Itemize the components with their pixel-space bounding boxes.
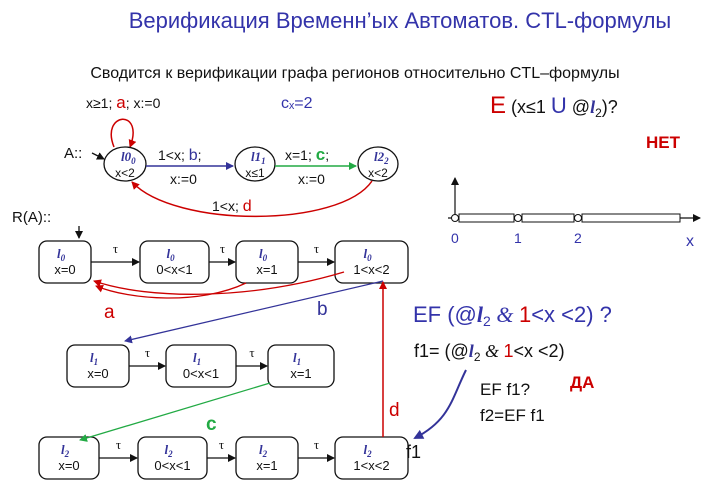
region-node-location: l2: [259, 442, 268, 459]
region-edge-a-1: [93, 271, 345, 295]
region-node: [334, 240, 409, 284]
region-edge-d-label: d: [389, 400, 400, 421]
query1-answer: НЕТ: [646, 133, 681, 152]
edge-c-reset: x:=0: [298, 171, 325, 187]
location-l1: [234, 146, 276, 182]
location-l0: [103, 146, 147, 182]
axis-point-2: [574, 214, 582, 222]
axis-point-0: [451, 214, 459, 222]
axis-tick-2: 2: [574, 230, 582, 246]
f1-definition: f1= (@l2 & 1<x <2): [414, 341, 565, 364]
axis-region-0-1: [458, 213, 515, 223]
region-node-location: l0: [57, 246, 66, 263]
region-node-constraint: 0<x<1: [183, 366, 219, 381]
loop-label: x≥1; a; x:=0: [86, 93, 161, 112]
region-node: [267, 344, 335, 388]
region-node-location: l2: [61, 442, 70, 459]
axis-point-1: [514, 214, 522, 222]
axis-x-label: x: [686, 233, 694, 250]
region-node-location: l1: [293, 350, 301, 367]
tau-label: τ: [113, 241, 118, 256]
region-node-location: l1: [90, 350, 98, 367]
region-node-location: l2: [164, 442, 173, 459]
edge-b-reset: x:=0: [170, 171, 197, 187]
tau-label: τ: [220, 241, 225, 256]
query2-formula: EF (@l2 & 1<x <2) ?: [413, 302, 612, 329]
region-node: [334, 436, 409, 480]
region-edge-b: [124, 280, 384, 344]
axis-tick-0: 0: [451, 230, 459, 246]
region-node-constraint: 1<x<2: [353, 458, 389, 473]
query2-ef-f1: EF f1?: [480, 380, 530, 399]
tau-label: τ: [314, 437, 319, 452]
edge-d-label: 1<x; d: [212, 198, 252, 215]
clock-axis: 0 1 2 x: [448, 177, 701, 250]
region-node-constraint: 0<x<1: [154, 458, 190, 473]
query2-f2: f2=EF f1: [480, 406, 545, 425]
region-edge-a-label: a: [104, 302, 115, 323]
axis-tick-1: 1: [514, 230, 522, 246]
region-edge-c: [79, 382, 271, 442]
region-edge-c-label: c: [206, 414, 217, 435]
axis-region-1-2: [521, 213, 575, 223]
tau-label: τ: [145, 345, 150, 360]
location-l1-name: l11: [251, 149, 266, 166]
region-edge-a-2: [95, 282, 247, 299]
automaton-label: A::: [64, 145, 82, 162]
f1-pointer-arrow: [413, 369, 467, 439]
f1-tag: f1: [406, 442, 421, 462]
tau-label: τ: [219, 437, 224, 452]
region-node-constraint: 1<x<2: [353, 262, 389, 277]
location-l2-invariant: x<2: [368, 166, 388, 180]
loop-edge-a: [110, 118, 137, 148]
tau-label: τ: [314, 241, 319, 256]
query2-answer: ДА: [570, 373, 594, 392]
region-node-constraint: x=1: [256, 458, 277, 473]
tau-label: τ: [249, 345, 254, 360]
region-node-location: l0: [363, 246, 372, 263]
region-node-location: l1: [193, 350, 201, 367]
edge-c-guard: x=1; c;: [285, 145, 329, 164]
region-node-location: l0: [166, 246, 175, 263]
region-node-constraint: x=1: [290, 366, 311, 381]
tau-label: τ: [116, 437, 121, 452]
location-l0-invariant: x<2: [115, 166, 135, 180]
clock-value: cₓ=2: [281, 95, 313, 112]
region-node-location: l0: [259, 246, 268, 263]
location-l0-name: l00: [121, 149, 136, 166]
region-node-constraint: x=0: [54, 262, 75, 277]
region-node-location: l2: [363, 442, 372, 459]
initial-arrow: [91, 152, 105, 160]
location-l1-invariant: x≤1: [245, 166, 265, 180]
edge-b-guard: 1<x; b;: [158, 147, 202, 164]
slide-title: Верификация Временн’ых Автоматов. CTL-фо…: [129, 8, 672, 33]
edge-d: [131, 180, 373, 218]
region-node-constraint: x=0: [58, 458, 79, 473]
location-l2-name: l22: [374, 149, 389, 166]
region-node-constraint: x=0: [87, 366, 108, 381]
query1-formula: E (x≤1 U @l2)?: [490, 92, 618, 120]
location-l2: [357, 146, 399, 182]
axis-region-gt-2: [581, 213, 681, 223]
region-edge-b-label: b: [317, 299, 328, 320]
region-node-constraint: x=1: [256, 262, 277, 277]
region-node-constraint: 0<x<1: [156, 262, 192, 277]
slide-subtitle: Сводится к верификации графа регионов от…: [90, 65, 619, 82]
region-graph-label: R(A)::: [12, 209, 51, 226]
